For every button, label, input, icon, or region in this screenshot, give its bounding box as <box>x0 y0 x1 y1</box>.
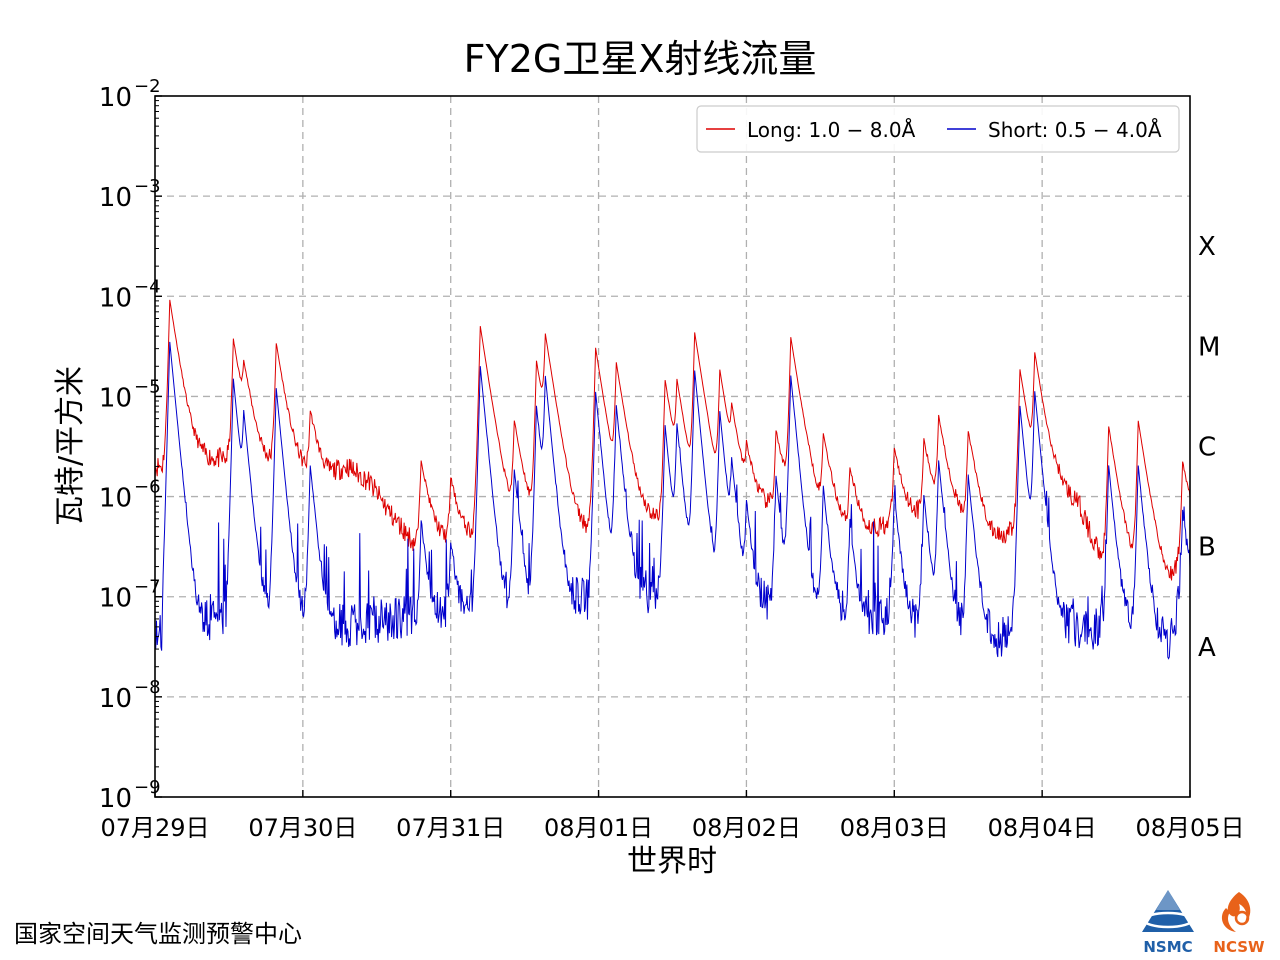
x-tick-label: 08月05日 <box>1135 814 1244 842</box>
x-tick-label: 07月31日 <box>396 814 505 842</box>
flare-class-labels: X M C B A <box>1198 232 1220 663</box>
y-tick-exponent: −2 <box>134 76 161 97</box>
x-tick-label: 07月29日 <box>100 814 209 842</box>
y-tick-label: 10 <box>99 83 132 113</box>
plot-frame <box>154 95 1191 798</box>
grid <box>155 96 1190 797</box>
y-tick-label: 10 <box>99 684 132 714</box>
y-tick-exponent: −6 <box>134 477 161 498</box>
legend-box <box>696 105 1180 153</box>
y-tick-label: 10 <box>99 584 132 614</box>
flare-class-B: B <box>1198 533 1216 563</box>
series-line-long <box>154 299 1191 581</box>
flare-class-X: X <box>1198 232 1216 262</box>
y-tick-exponent: −9 <box>134 777 161 798</box>
y-tick-exponent: −4 <box>134 276 161 297</box>
y-axis: 10−910−810−710−610−510−410−310−2 <box>99 76 162 814</box>
y-tick-exponent: −7 <box>134 577 161 598</box>
series-layer <box>154 299 1191 660</box>
y-tick-label: 10 <box>99 183 132 213</box>
y-axis-label: 瓦特/平方米 <box>53 366 88 526</box>
flare-class-M: M <box>1198 332 1220 362</box>
svg-text:NSMC: NSMC <box>1143 938 1192 956</box>
y-tick-label: 10 <box>99 383 132 413</box>
y-tick-exponent: −3 <box>134 176 161 197</box>
y-tick-label: 10 <box>99 784 132 814</box>
legend-label-short: Short: 0.5 − 4.0Å <box>988 118 1162 142</box>
y-tick-label: 10 <box>99 283 132 313</box>
legend: Long: 1.0 − 8.0Å Short: 0.5 − 4.0Å <box>696 105 1180 153</box>
legend-label-long: Long: 1.0 − 8.0Å <box>747 118 916 142</box>
y-tick-exponent: −5 <box>134 376 161 397</box>
y-tick-label: 10 <box>99 484 132 514</box>
nsmc-logo: NSMC <box>1142 890 1194 956</box>
x-tick-label: 08月02日 <box>692 814 801 842</box>
agency-name: 国家空间天气监测预警中心 <box>14 920 302 948</box>
ncsw-logo: NCSW <box>1213 892 1265 956</box>
x-axis: 07月29日 07月30日 07月31日 08月01日 08月02日 08月03日 08月0… <box>100 790 1245 842</box>
x-tick-label: 08月01日 <box>544 814 653 842</box>
flare-class-C: C <box>1198 433 1216 463</box>
x-axis-label: 世界时 <box>627 844 717 879</box>
flare-class-A: A <box>1198 633 1216 663</box>
chart-title: FY2G卫星X射线流量 <box>464 37 817 81</box>
series-line-short <box>154 341 1191 660</box>
y-tick-exponent: −8 <box>134 677 161 698</box>
x-tick-label: 07月30日 <box>248 814 357 842</box>
x-tick-label: 08月04日 <box>988 814 1097 842</box>
svg-text:NCSW: NCSW <box>1213 938 1265 956</box>
x-tick-label: 08月03日 <box>840 814 949 842</box>
